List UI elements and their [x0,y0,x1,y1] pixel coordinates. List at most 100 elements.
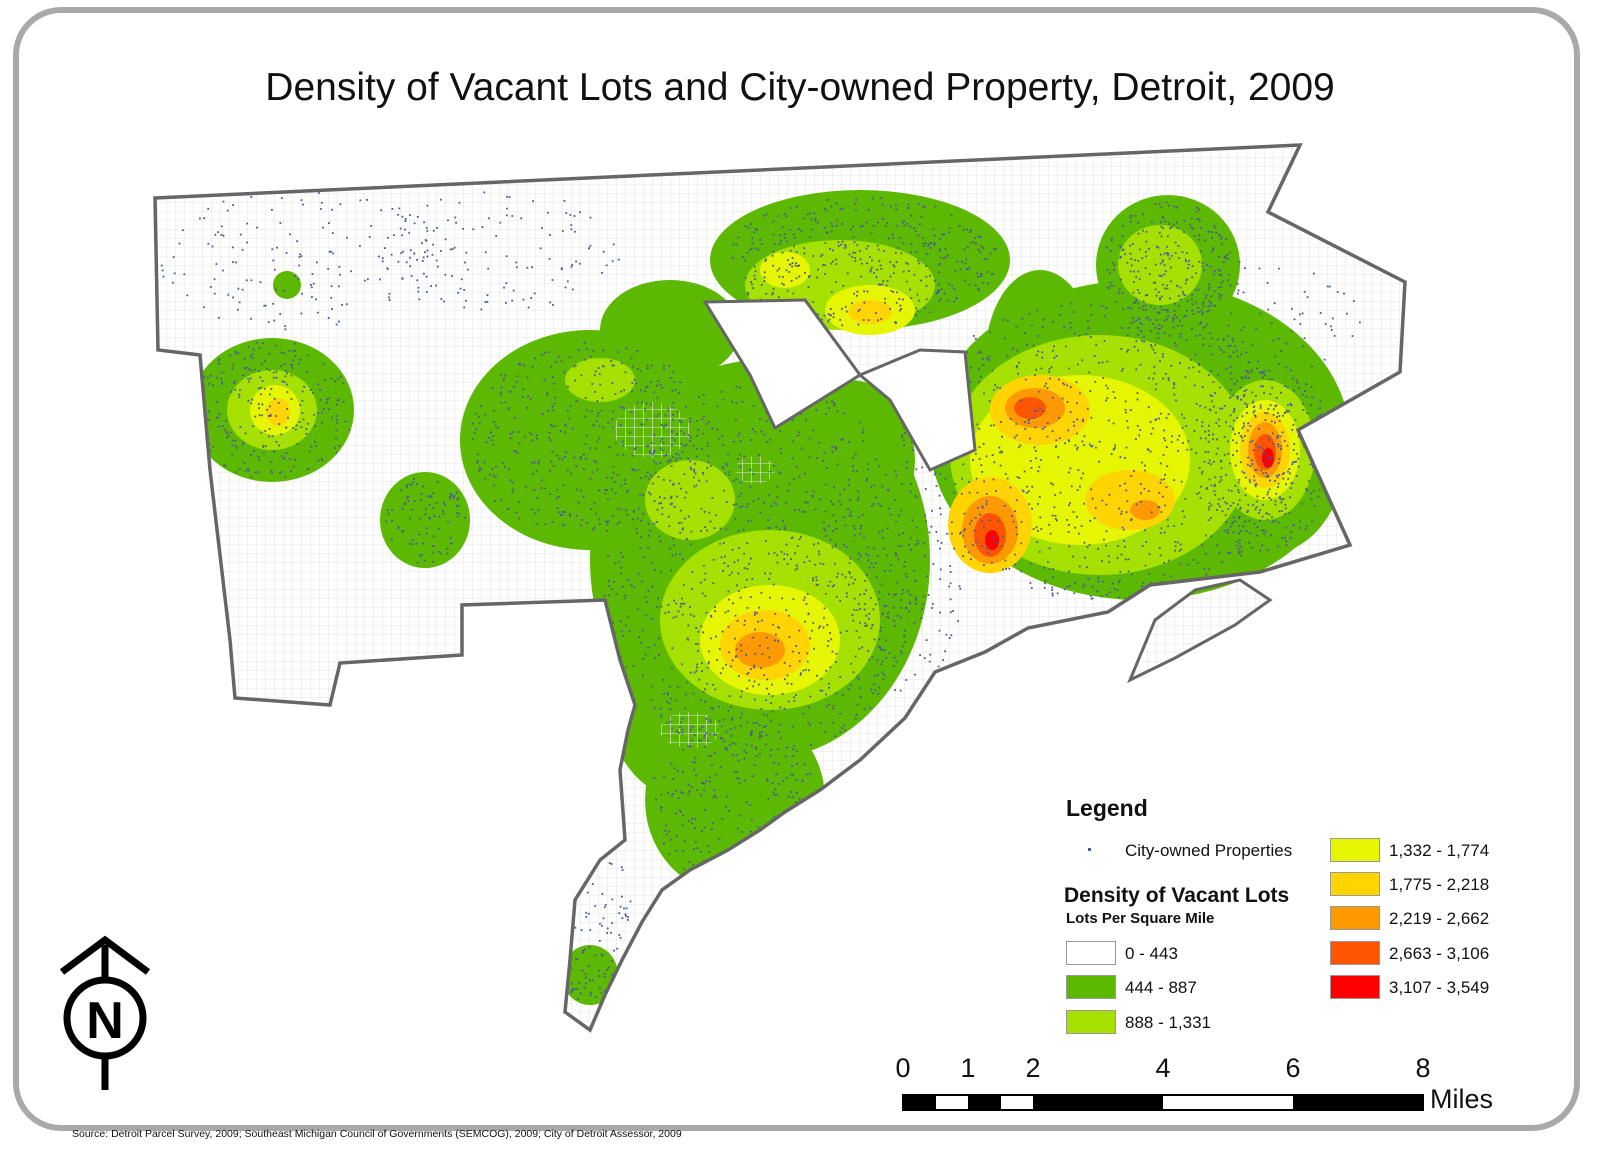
city-owned-property-point [1217,373,1219,376]
city-owned-property-point [636,349,639,352]
city-owned-property-point [611,382,614,384]
city-owned-property-point [543,379,546,382]
city-owned-property-point [894,625,896,627]
city-owned-property-point [791,419,794,421]
city-owned-property-point [788,271,791,273]
city-owned-property-point [672,401,675,404]
city-owned-property-point [956,260,959,263]
city-owned-property-point [1210,302,1212,305]
city-owned-property-point [1150,330,1152,333]
city-owned-property-point [1313,490,1315,492]
city-owned-property-point [246,241,248,244]
city-owned-property-point [757,620,760,623]
city-owned-property-point [1036,409,1039,412]
city-owned-property-point [1287,470,1289,473]
city-owned-property-point [746,607,749,609]
city-owned-property-point [702,403,705,405]
city-owned-property-point [660,793,663,796]
city-owned-property-point [751,242,754,245]
city-owned-property-point [452,497,455,499]
city-owned-property-point [566,469,569,472]
city-owned-property-point [563,371,565,374]
city-owned-property-point [583,341,586,344]
city-owned-property-point [1305,395,1308,398]
city-owned-property-point [742,528,745,531]
city-owned-property-point [563,200,566,202]
city-owned-property-point [870,562,873,565]
city-owned-property-point [913,273,916,276]
city-owned-property-point [969,241,972,244]
city-owned-property-point [1162,227,1165,230]
city-owned-property-point [889,513,892,516]
city-owned-property-point [381,260,384,263]
city-owned-property-point [1200,321,1202,324]
city-owned-property-point [824,264,826,267]
city-owned-property-point [1286,444,1289,447]
city-owned-property-point [1121,526,1124,529]
city-owned-property-point [765,636,768,639]
city-owned-property-point [873,683,875,685]
city-owned-property-point [1197,307,1199,309]
city-owned-property-point [1179,333,1182,335]
city-owned-property-point [1126,261,1129,264]
city-owned-property-point [765,540,767,542]
city-owned-property-point [1305,488,1308,490]
city-owned-property-point [266,408,268,411]
city-owned-property-point [1172,387,1175,389]
city-owned-property-point [1113,448,1115,450]
city-owned-property-point [796,206,798,208]
city-owned-property-point [585,434,588,437]
city-owned-property-point [722,398,725,401]
city-owned-property-point [637,368,639,370]
city-owned-property-point [1266,512,1268,515]
city-owned-property-point [591,471,594,474]
city-owned-property-point [1271,386,1273,389]
city-owned-property-point [499,393,502,396]
city-owned-property-point [939,547,941,550]
city-owned-property-point [251,357,254,360]
city-owned-property-point [788,796,790,798]
city-owned-property-point [729,728,732,731]
city-owned-property-point [1241,470,1244,473]
city-owned-property-point [1073,332,1076,335]
city-owned-property-point [883,250,885,252]
city-owned-property-point [1218,255,1220,258]
city-owned-property-point [751,818,753,821]
city-owned-property-point [1157,324,1160,326]
city-owned-property-point [494,424,497,427]
city-owned-property-point [1287,404,1289,406]
city-owned-property-point [954,270,957,272]
city-owned-property-point [705,480,708,483]
city-owned-property-point [1182,291,1184,293]
city-owned-property-point [754,746,757,749]
city-owned-property-point [1252,411,1255,414]
city-owned-property-point [718,648,721,650]
city-owned-property-point [957,620,959,623]
city-owned-property-point [1227,440,1229,443]
city-owned-property-point [233,382,235,385]
city-owned-property-point [1235,441,1238,444]
city-owned-property-point [531,266,533,269]
city-owned-property-point [747,226,750,229]
city-owned-property-point [1202,343,1205,346]
city-owned-property-point [911,449,914,451]
city-owned-property-point [785,776,788,779]
city-owned-property-point [965,258,968,261]
city-owned-property-point [1191,294,1193,296]
city-owned-property-point [1292,377,1294,380]
city-owned-property-point [815,576,818,579]
city-owned-property-point [1082,418,1084,421]
city-owned-property-point [869,706,871,709]
city-owned-property-point [1223,529,1226,532]
city-owned-property-point [915,526,918,529]
city-owned-property-point [409,517,411,520]
city-owned-property-point [1235,540,1238,543]
city-owned-property-point [1270,322,1273,325]
city-owned-property-point [839,712,842,715]
city-owned-property-point [741,400,744,403]
city-owned-property-point [1004,337,1006,340]
city-owned-property-point [1076,402,1078,405]
city-owned-property-point [516,451,519,454]
city-owned-property-point [1226,531,1229,534]
city-owned-property-point [237,287,240,290]
